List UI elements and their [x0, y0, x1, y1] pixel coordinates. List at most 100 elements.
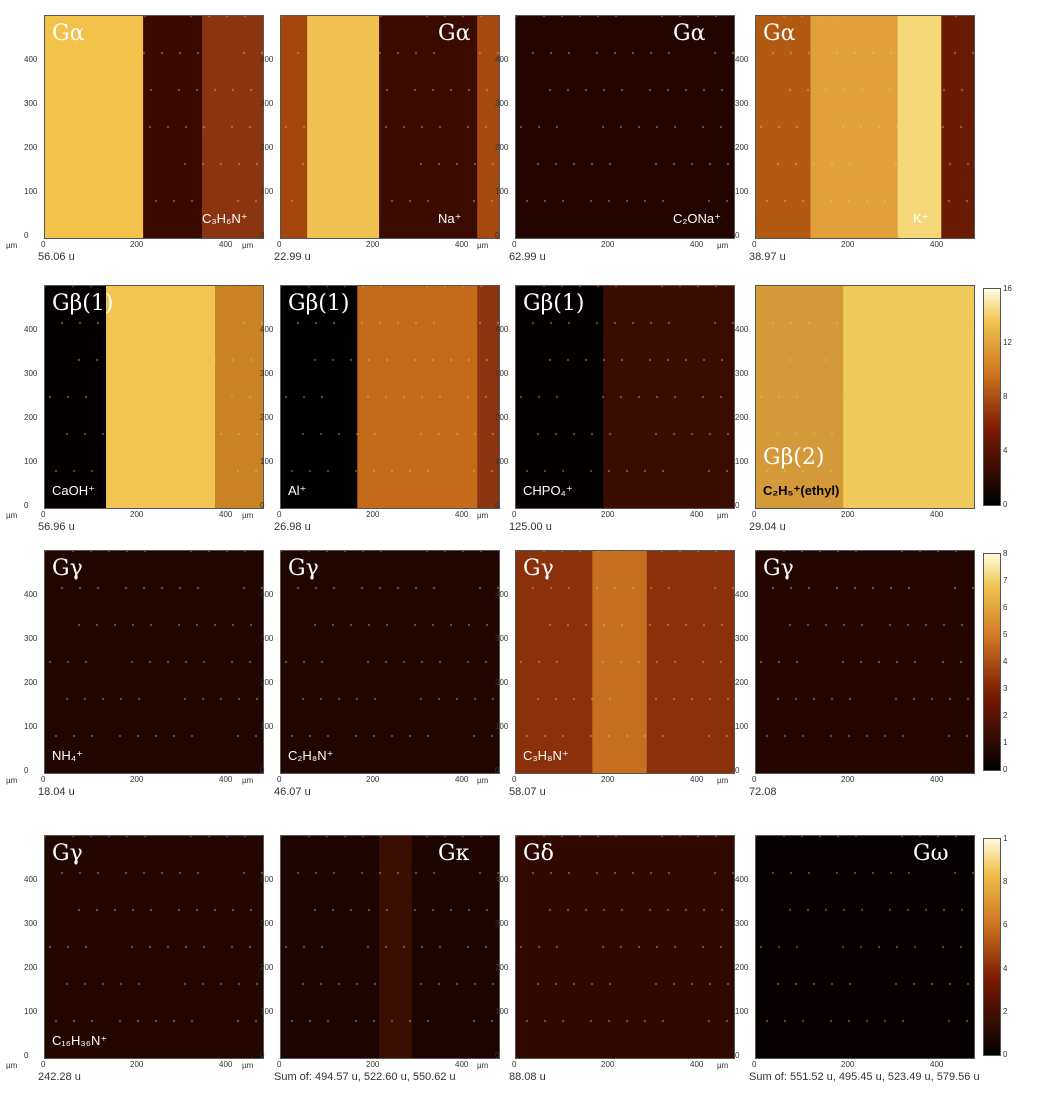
group-label: Gω	[913, 841, 949, 866]
speckle	[841, 395, 845, 399]
speckle	[661, 199, 665, 203]
speckle	[625, 734, 629, 738]
speckle	[824, 623, 828, 627]
speckle	[479, 16, 483, 18]
x-tick-label: 200	[130, 510, 144, 519]
speckle	[895, 945, 899, 949]
x-tick-label: 200	[841, 510, 855, 519]
speckle	[449, 623, 453, 627]
speckle	[719, 660, 723, 664]
speckle	[788, 908, 792, 912]
speckle	[396, 321, 400, 325]
x-tick-label: 200	[601, 510, 615, 519]
speckle	[302, 125, 306, 129]
speckle	[900, 836, 904, 838]
speckle	[901, 734, 905, 738]
speckle	[354, 1019, 358, 1023]
speckle	[154, 469, 158, 473]
speckle	[225, 286, 229, 288]
speckle	[390, 469, 394, 473]
speckle	[449, 908, 453, 912]
speckle	[631, 321, 635, 325]
speckle	[124, 586, 128, 590]
y-tick-label: 200	[24, 413, 38, 422]
speckle	[824, 908, 828, 912]
speckle	[783, 199, 787, 203]
speckle	[907, 586, 911, 590]
speckle	[614, 286, 618, 288]
speckle	[130, 125, 134, 129]
speckle	[871, 871, 875, 875]
y-tick-label: 0	[260, 1051, 265, 1060]
speckle	[702, 358, 706, 362]
speckle	[367, 358, 371, 362]
speckle	[337, 162, 341, 166]
speckle	[812, 697, 816, 701]
x-tick-label: 0	[512, 1060, 517, 1069]
speckle	[478, 51, 482, 55]
speckle	[136, 469, 140, 473]
speckle	[959, 945, 963, 949]
speckle	[319, 982, 323, 986]
speckle	[555, 125, 559, 129]
y-tick-label: 400	[495, 590, 509, 599]
speckle	[548, 908, 552, 912]
speckle	[213, 908, 217, 912]
speckle	[953, 871, 957, 875]
speckle	[484, 660, 488, 664]
speckle	[900, 551, 904, 553]
speckle	[549, 51, 553, 55]
speckle	[420, 125, 424, 129]
speckle	[143, 551, 147, 553]
map-raster	[516, 836, 734, 1058]
speckle	[349, 88, 353, 92]
speckle	[320, 125, 324, 129]
speckle	[284, 660, 288, 664]
speckle	[461, 551, 465, 553]
speckle	[836, 836, 840, 838]
x-tick-label: 0	[512, 510, 517, 519]
speckle	[130, 660, 134, 664]
colorbar-tick-label: 8	[1003, 549, 1008, 558]
speckle	[384, 395, 388, 399]
colorbar-tick-label: 0	[1003, 500, 1008, 509]
intensity-region	[756, 836, 974, 1058]
speckle	[60, 321, 64, 325]
speckle	[667, 871, 671, 875]
speckle	[413, 358, 417, 362]
speckle	[54, 199, 58, 203]
speckle	[924, 358, 928, 362]
speckle	[596, 16, 600, 18]
speckle	[307, 16, 311, 18]
speckle	[906, 908, 910, 912]
speckle	[807, 321, 811, 325]
axis-unit-label: µm	[242, 776, 254, 785]
speckle	[202, 660, 206, 664]
speckle	[496, 51, 499, 55]
speckle	[361, 836, 365, 838]
speckle	[119, 432, 123, 436]
speckle	[531, 51, 535, 55]
speckle	[966, 982, 970, 986]
speckle	[960, 88, 964, 92]
speckle	[578, 836, 582, 838]
speckle	[907, 51, 911, 55]
speckle	[420, 395, 424, 399]
speckle	[195, 358, 199, 362]
speckle	[542, 286, 546, 288]
speckle	[243, 16, 247, 18]
speckle	[455, 697, 459, 701]
x-tick-label: 400	[219, 510, 233, 519]
y-tick-label: 200	[495, 678, 509, 687]
speckle	[325, 836, 329, 838]
speckle	[648, 623, 652, 627]
speckle	[889, 586, 893, 590]
speckle	[759, 660, 763, 664]
speckle	[619, 395, 623, 399]
speckle	[438, 125, 442, 129]
speckle	[548, 623, 552, 627]
speckle	[402, 395, 406, 399]
speckle	[584, 358, 588, 362]
speckle	[655, 125, 659, 129]
y-tick-label: 100	[495, 1007, 509, 1016]
